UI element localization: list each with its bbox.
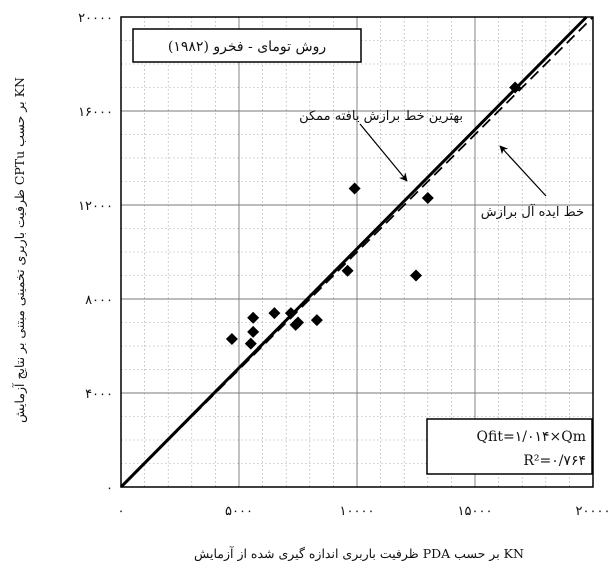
data-point	[268, 307, 281, 320]
data-point	[247, 311, 260, 324]
data-point	[341, 264, 354, 277]
data-point	[284, 307, 297, 320]
ideal-line-annotation: خط ایده آل برازش	[481, 203, 584, 220]
y-axis-title: ظرفیت باربری تخمینی مبتنی بر نتایج آزمای…	[11, 77, 28, 423]
ideal-line-arrow	[499, 145, 547, 197]
ideal-fit-line	[120, 16, 594, 488]
data-point	[225, 332, 238, 345]
fit-equation: Qfit=۱/۰۱۴×Qm	[477, 429, 586, 445]
x-tick-label: ۵۰۰۰	[225, 504, 253, 519]
chart-title: روش تومای - فخرو (۱۹۸۲)	[168, 39, 326, 55]
x-axis-title: ظرفیت باربری اندازه گیری شده از آزمایش P…	[194, 545, 524, 562]
data-point	[509, 81, 522, 94]
x-tick-label: ۲۰۰۰۰	[576, 504, 611, 519]
y-tick-label: ۲۰۰۰۰	[78, 11, 113, 26]
data-point	[421, 191, 434, 204]
x-tick-label: ۰	[118, 504, 125, 519]
data-points	[225, 81, 522, 350]
data-point	[244, 337, 257, 350]
best-fit-arrow	[359, 123, 408, 182]
y-tick-label: ۸۰۰۰	[85, 293, 113, 308]
data-point	[348, 182, 361, 195]
fit-lines	[119, 15, 594, 489]
data-point	[310, 314, 323, 327]
y-tick-label: ۱۲۰۰۰	[78, 199, 113, 214]
y-tick-label: ۴۰۰۰	[85, 387, 113, 402]
x-tick-labels: ۰ ۵۰۰۰ ۱۰۰۰۰ ۱۵۰۰۰ ۲۰۰۰۰	[118, 504, 611, 519]
y-tick-labels: ۰ ۴۰۰۰ ۸۰۰۰ ۱۲۰۰۰ ۱۶۰۰۰ ۲۰۰۰۰	[78, 11, 113, 496]
best-fit-annotation: بهترین خط برازش یافته ممکن	[299, 109, 463, 124]
equation-box	[426, 418, 593, 475]
data-point	[247, 325, 260, 338]
y-tick-label: ۰	[106, 481, 113, 496]
data-point	[292, 316, 304, 329]
y-tick-label: ۱۶۰۰۰	[78, 105, 113, 120]
plot-area-frame	[120, 16, 594, 488]
x-tick-label: ۱۵۰۰۰	[458, 504, 493, 519]
data-point	[410, 269, 422, 282]
x-tick-label: ۱۰۰۰۰	[340, 504, 375, 519]
title-box	[132, 28, 362, 63]
r-squared: R²=۰/۷۶۴	[523, 453, 586, 469]
